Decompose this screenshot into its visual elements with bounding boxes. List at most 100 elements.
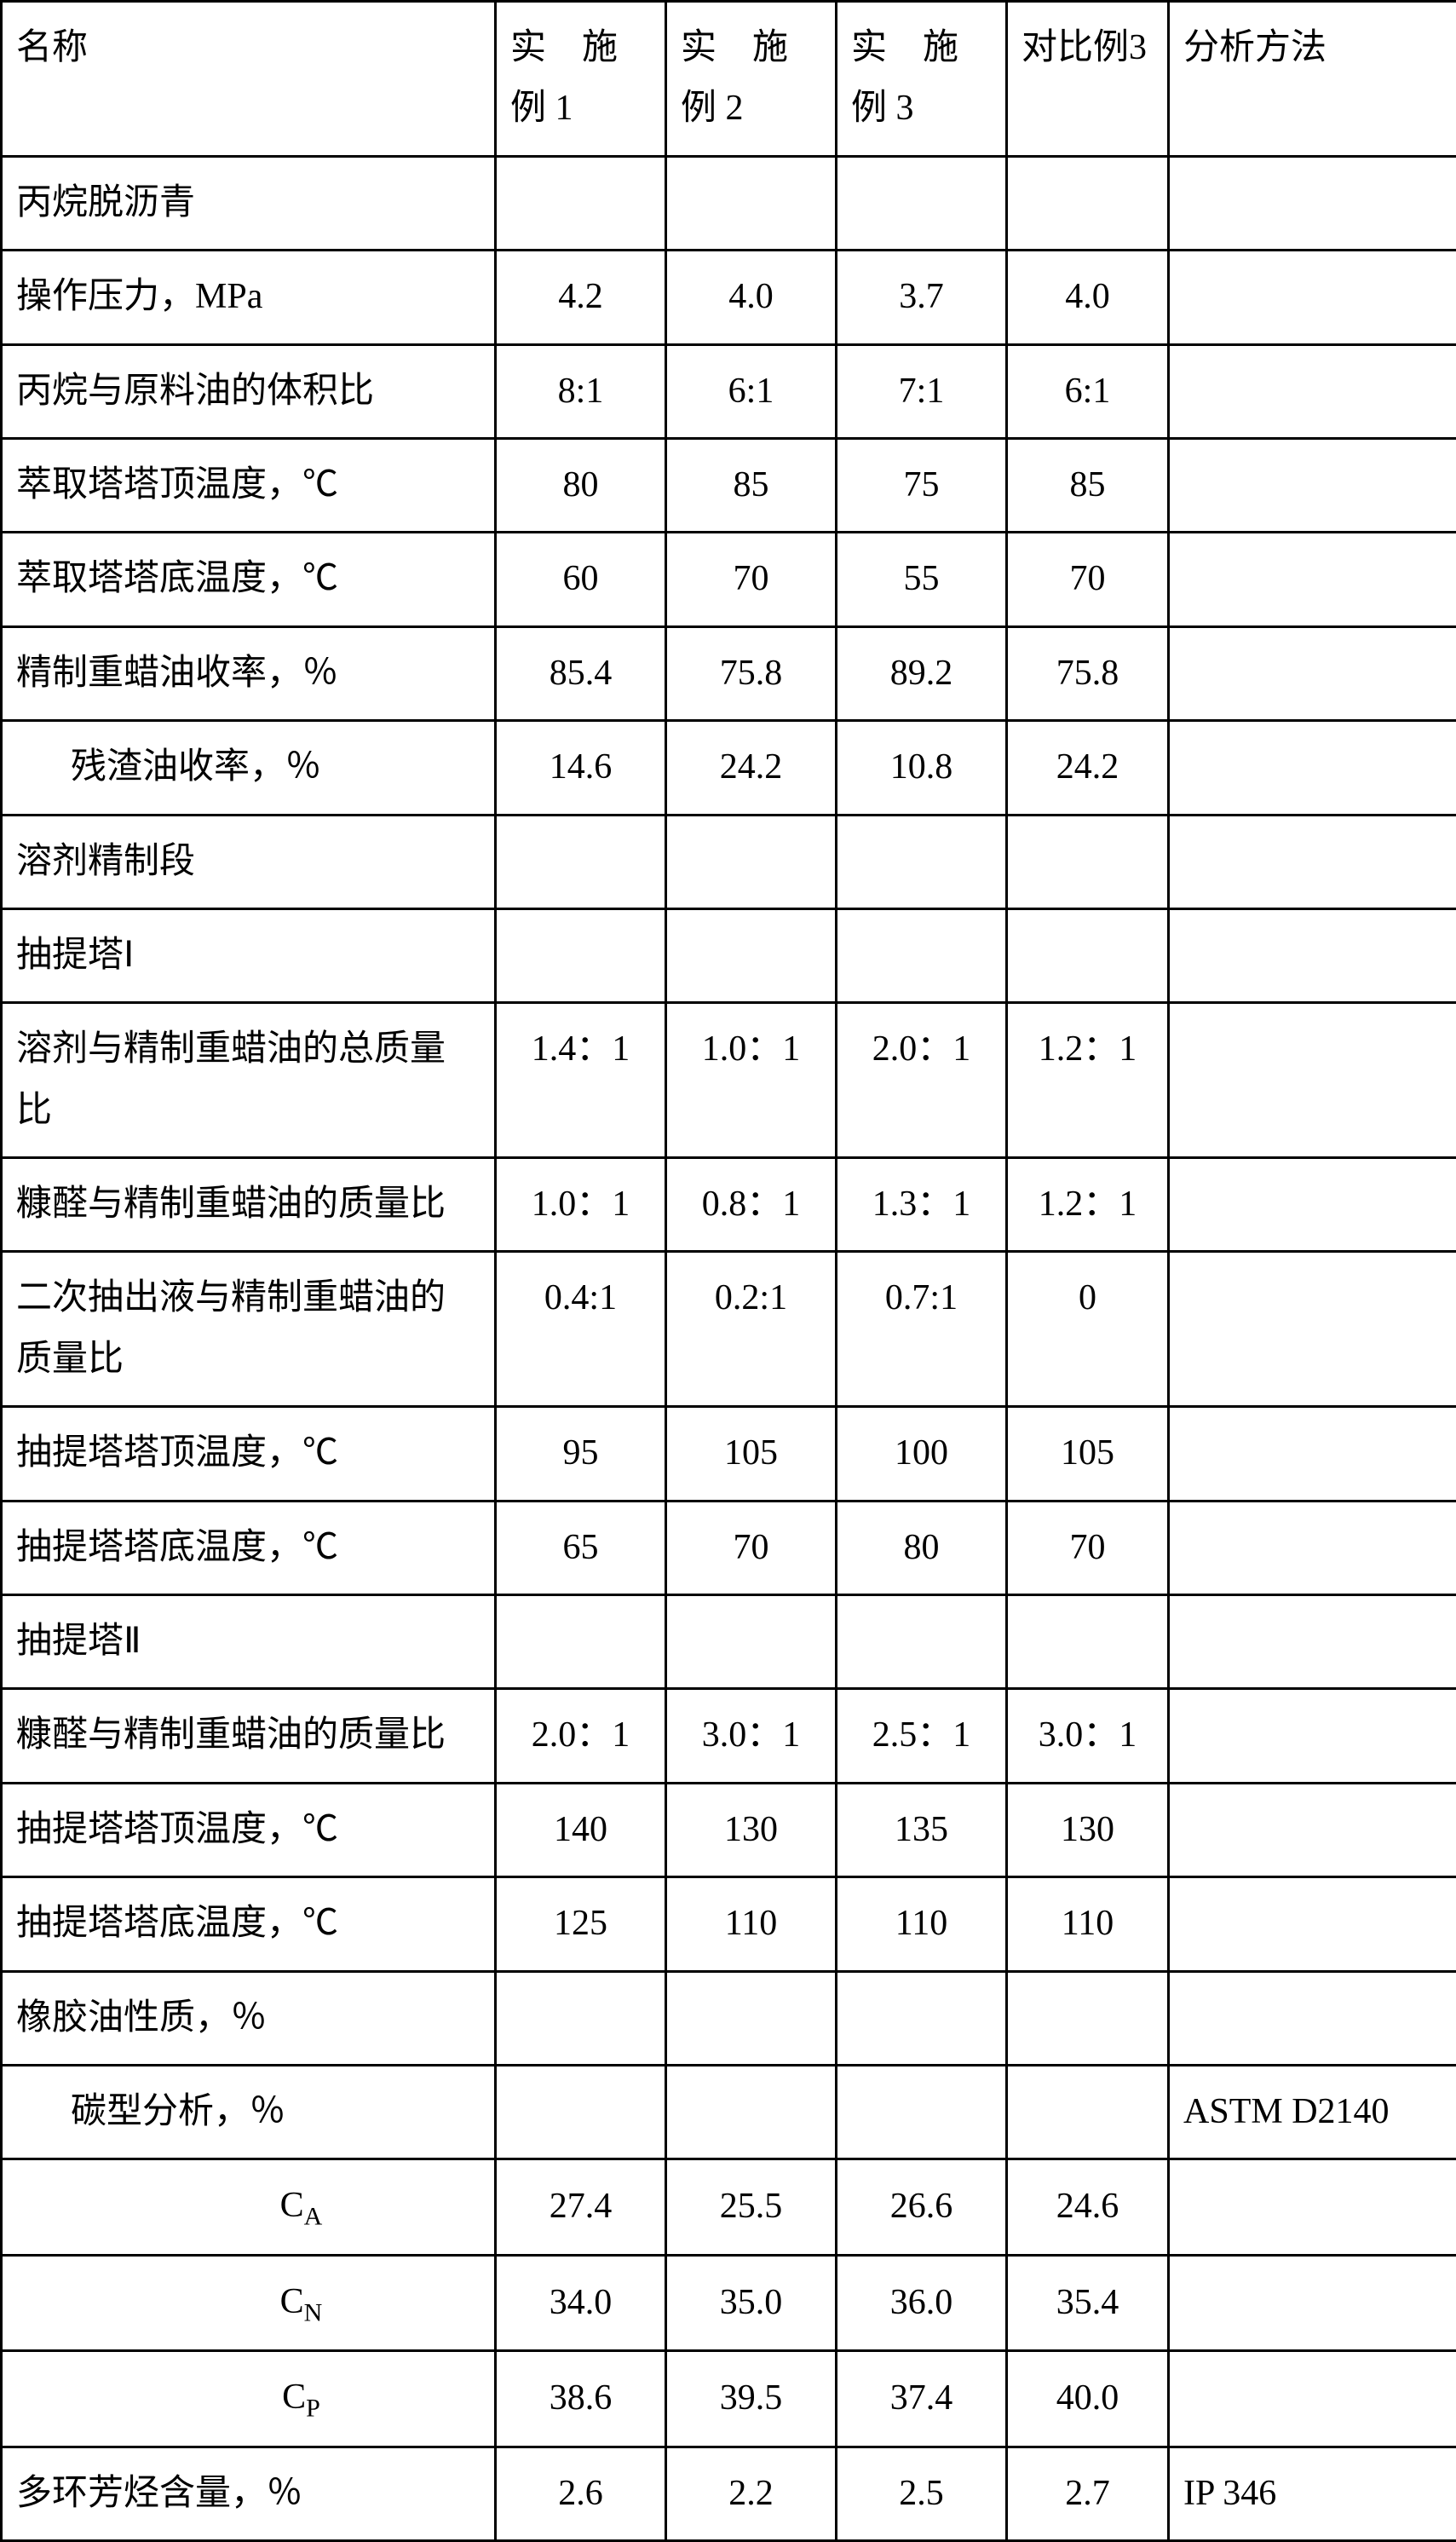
row-label: 多环芳烃含量，％	[2, 2447, 496, 2540]
cell: 1.2：1	[1007, 1158, 1169, 1252]
table-row: 萃取塔塔底温度，℃60705570	[2, 533, 1456, 626]
cell: 34.0	[496, 2255, 666, 2350]
cell: 24.2	[1007, 721, 1169, 815]
cell: IP 346	[1169, 2447, 1456, 2540]
cell	[1169, 1877, 1456, 1971]
row-label: 萃取塔塔顶温度，℃	[2, 438, 496, 532]
cell: 89.2	[837, 626, 1007, 720]
cell: 60	[496, 533, 666, 626]
table-row: 糠醛与精制重蜡油的质量比2.0：13.0：12.5：13.0：1	[2, 1689, 1456, 1783]
cell	[496, 1595, 666, 1689]
table-row: 橡胶油性质，％	[2, 1971, 1456, 2065]
cell: 2.7	[1007, 2447, 1169, 2540]
cell	[1007, 1971, 1169, 2065]
row-label: 橡胶油性质，％	[2, 1971, 496, 2065]
cell: 1.4：1	[496, 1003, 666, 1158]
table-row: 萃取塔塔顶温度，℃80857585	[2, 438, 1456, 532]
cell: 70	[1007, 533, 1169, 626]
cell: 100	[837, 1407, 1007, 1501]
table-row: CP38.639.537.440.0	[2, 2351, 1456, 2447]
cell: 85	[666, 438, 837, 532]
cell: 26.6	[837, 2159, 1007, 2255]
row-label: CP	[2, 2351, 496, 2447]
cell: 65	[496, 1501, 666, 1594]
cell: 3.0：1	[1007, 1689, 1169, 1783]
cell	[666, 1971, 837, 2065]
cell	[1169, 815, 1456, 908]
cell: 2.0：1	[837, 1003, 1007, 1158]
table-row: 抽提塔塔顶温度，℃95105100105	[2, 1407, 1456, 1501]
cell: 135	[837, 1783, 1007, 1876]
cell	[496, 1971, 666, 2065]
table-row: 抽提塔Ⅰ	[2, 908, 1456, 1002]
cell: 130	[666, 1783, 837, 1876]
cell	[496, 908, 666, 1002]
cell: 24.6	[1007, 2159, 1169, 2255]
cell: 24.2	[666, 721, 837, 815]
row-label: 抽提塔Ⅱ	[2, 1595, 496, 1689]
header-ex3: 实 施例 3	[837, 2, 1007, 157]
data-table: 名称 实 施例 1 实 施例 2 实 施例 3 对比例3 分析方法 丙烷脱沥青操…	[0, 0, 1456, 2542]
cell: 7:1	[837, 344, 1007, 438]
cell	[1169, 1158, 1456, 1252]
row-label: 溶剂精制段	[2, 815, 496, 908]
cell	[666, 815, 837, 908]
cell: 2.6	[496, 2447, 666, 2540]
cell	[666, 1595, 837, 1689]
cell	[1169, 1252, 1456, 1407]
row-label: 操作压力，MPa	[2, 251, 496, 344]
cell	[837, 2065, 1007, 2159]
cell: 8:1	[496, 344, 666, 438]
cell: 3.7	[837, 251, 1007, 344]
row-label: 抽提塔Ⅰ	[2, 908, 496, 1002]
cell: 2.5	[837, 2447, 1007, 2540]
cell	[1169, 2351, 1456, 2447]
cell	[496, 2065, 666, 2159]
row-label: 溶剂与精制重蜡油的总质量比	[2, 1003, 496, 1158]
cell: ASTM D2140	[1169, 2065, 1456, 2159]
table-row: 多环芳烃含量，％2.62.22.52.7IP 346	[2, 2447, 1456, 2540]
cell: 0.7:1	[837, 1252, 1007, 1407]
row-label: 糠醛与精制重蜡油的质量比	[2, 1158, 496, 1252]
table-row: 糠醛与精制重蜡油的质量比1.0：10.8：11.3：11.2：1	[2, 1158, 1456, 1252]
cell	[1007, 908, 1169, 1002]
cell: 0	[1007, 1252, 1169, 1407]
cell: 36.0	[837, 2255, 1007, 2350]
row-label: 萃取塔塔底温度，℃	[2, 533, 496, 626]
cell	[1007, 1595, 1169, 1689]
cell: 35.4	[1007, 2255, 1169, 2350]
cell	[666, 156, 837, 250]
cell: 6:1	[666, 344, 837, 438]
header-row: 名称 实 施例 1 实 施例 2 实 施例 3 对比例3 分析方法	[2, 2, 1456, 157]
cell	[1169, 908, 1456, 1002]
row-label: 丙烷与原料油的体积比	[2, 344, 496, 438]
cell: 140	[496, 1783, 666, 1876]
row-label: 抽提塔塔顶温度，℃	[2, 1407, 496, 1501]
cell	[1169, 156, 1456, 250]
cell: 3.0：1	[666, 1689, 837, 1783]
cell: 0.2:1	[666, 1252, 837, 1407]
row-label: 丙烷脱沥青	[2, 156, 496, 250]
cell	[1169, 438, 1456, 532]
row-label: 抽提塔塔底温度，℃	[2, 1501, 496, 1594]
cell	[837, 156, 1007, 250]
cell	[1007, 156, 1169, 250]
cell	[1169, 2159, 1456, 2255]
cell: 85.4	[496, 626, 666, 720]
table-row: 丙烷与原料油的体积比8:16:17:16:1	[2, 344, 1456, 438]
cell: 27.4	[496, 2159, 666, 2255]
cell	[1169, 1407, 1456, 1501]
cell: 1.0：1	[496, 1158, 666, 1252]
header-name: 名称	[2, 2, 496, 157]
cell: 80	[837, 1501, 1007, 1594]
cell: 125	[496, 1877, 666, 1971]
cell: 1.0：1	[666, 1003, 837, 1158]
row-label: 精制重蜡油收率，％	[2, 626, 496, 720]
table-row: 抽提塔Ⅱ	[2, 1595, 1456, 1689]
table-row: 溶剂精制段	[2, 815, 1456, 908]
cell	[1169, 1783, 1456, 1876]
cell: 130	[1007, 1783, 1169, 1876]
cell: 39.5	[666, 2351, 837, 2447]
row-label: 糠醛与精制重蜡油的质量比	[2, 1689, 496, 1783]
cell: 14.6	[496, 721, 666, 815]
